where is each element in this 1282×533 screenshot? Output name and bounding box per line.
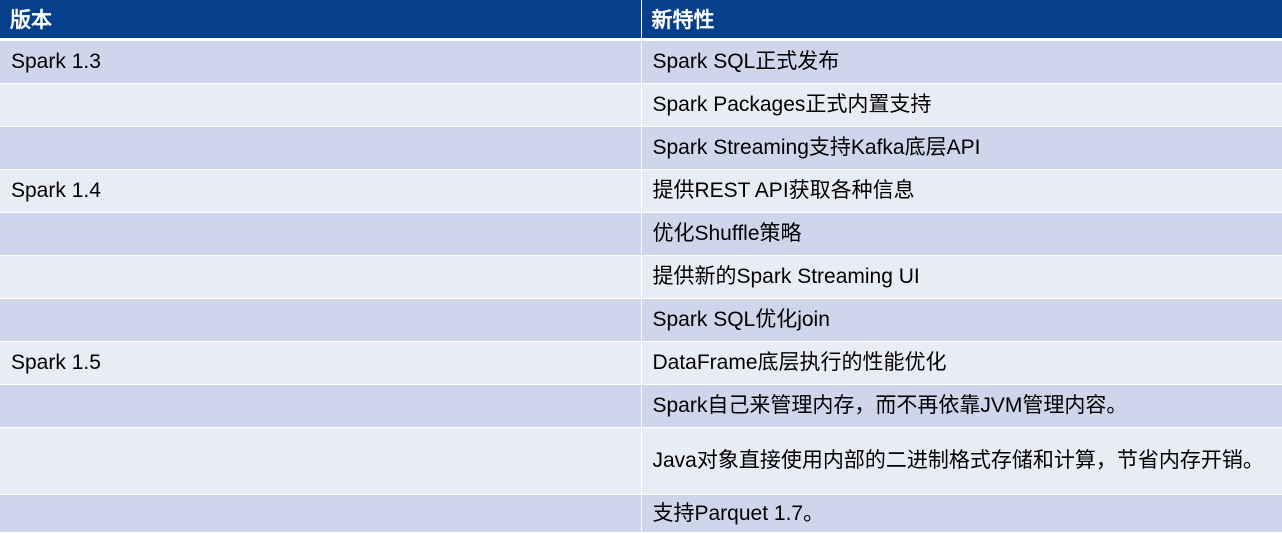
version-cell: Spark 1.3: [0, 39, 642, 84]
version-cell: [0, 126, 642, 170]
feature-cell: Spark SQL优化join: [641, 298, 1282, 342]
feature-cell: 提供新的Spark Streaming UI: [641, 255, 1282, 299]
version-cell: Spark 1.4: [0, 169, 642, 213]
table-row: Spark 1.3 Spark SQL正式发布: [0, 39, 1282, 84]
feature-cell: Spark Streaming支持Kafka底层API: [641, 126, 1282, 170]
version-cell: [0, 212, 642, 256]
version-cell: [0, 83, 642, 127]
feature-cell: 支持Parquet 1.7。: [641, 494, 1282, 533]
table-row: 优化Shuffle策略: [0, 212, 1282, 256]
table-row: Java对象直接使用内部的二进制格式存储和计算，节省内存开销。: [0, 427, 1282, 495]
feature-cell: Java对象直接使用内部的二进制格式存储和计算，节省内存开销。: [641, 427, 1282, 495]
version-cell: [0, 427, 642, 495]
table-row: Spark自己来管理内存，而不再依靠JVM管理内容。: [0, 384, 1282, 428]
version-cell: [0, 298, 642, 342]
table-row: Spark 1.4 提供REST API获取各种信息: [0, 169, 1282, 213]
version-cell: Spark 1.5: [0, 341, 642, 385]
feature-cell: Spark Packages正式内置支持: [641, 83, 1282, 127]
table-row: 提供新的Spark Streaming UI: [0, 255, 1282, 299]
table-row: Spark 1.5 DataFrame底层执行的性能优化: [0, 341, 1282, 385]
table-header-row: 版本 新特性: [0, 0, 1282, 41]
feature-cell: 优化Shuffle策略: [641, 212, 1282, 256]
table-row: Spark Streaming支持Kafka底层API: [0, 126, 1282, 170]
version-cell: [0, 384, 642, 428]
version-cell: [0, 255, 642, 299]
feature-cell: Spark自己来管理内存，而不再依靠JVM管理内容。: [641, 384, 1282, 428]
feature-cell: DataFrame底层执行的性能优化: [641, 341, 1282, 385]
header-version: 版本: [0, 0, 642, 41]
table-row: 支持Parquet 1.7。: [0, 494, 1282, 533]
version-cell: [0, 494, 642, 533]
feature-cell: Spark SQL正式发布: [641, 39, 1282, 84]
table-row: Spark SQL优化join: [0, 298, 1282, 342]
header-new-features: 新特性: [641, 0, 1282, 41]
feature-cell: 提供REST API获取各种信息: [641, 169, 1282, 213]
table-row: Spark Packages正式内置支持: [0, 83, 1282, 127]
